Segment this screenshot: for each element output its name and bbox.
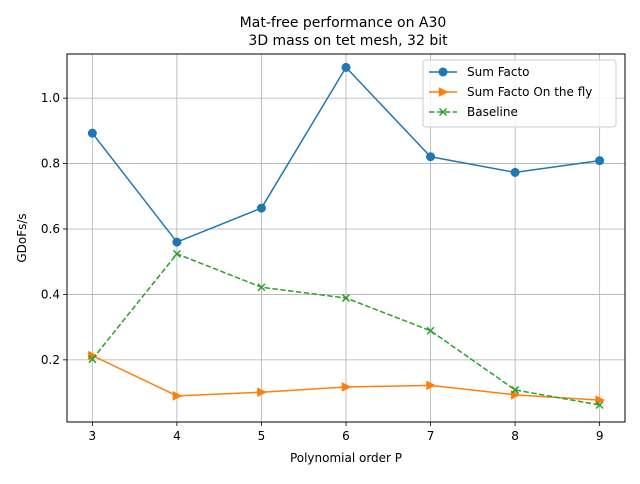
data-point [595,400,604,410]
legend-entry: Sum Facto [429,65,530,79]
x-tick-label: 7 [427,429,435,443]
marker-stroke [88,355,97,364]
y-tick-label: 0.8 [41,157,60,171]
legend-marker [438,107,448,117]
legend-marker [438,67,448,77]
series-group [87,62,606,410]
data-point [257,387,268,398]
x-tick-label: 9 [596,429,604,443]
x-tick-label: 8 [511,429,519,443]
data-point [511,385,520,394]
marker-stroke [511,385,520,394]
x-tick-label: 6 [342,429,350,443]
x-axis-label: Polynomial order P [290,451,402,465]
marker-stroke [172,249,181,258]
x-tick-label: 3 [89,429,97,443]
legend-entry: Baseline [429,105,518,119]
x-tick-label: 5 [258,429,266,443]
data-point [172,249,181,258]
data-point [87,128,97,138]
legend-label: Baseline [467,105,518,119]
data-point [257,283,266,292]
legend-marker [438,87,449,97]
marker-stroke [438,107,448,117]
series-baseline [88,249,604,410]
data-point [256,203,266,213]
marker-stroke [426,326,435,335]
series-sum-facto [87,62,605,247]
data-point [426,326,435,335]
data-point [426,152,436,162]
data-point [341,382,352,392]
y-tick-label: 0.4 [41,287,60,301]
legend-box [422,59,617,128]
legend-label: Sum Facto On the fly [467,85,592,99]
chart-subtitle: 3D mass on tet mesh, 32 bit [248,33,448,49]
marker-stroke [257,283,266,292]
y-axis-label: GDoFs/s [15,213,29,262]
legend: Sum Facto Sum Facto On the fly Baseline [422,59,617,128]
legend-entry: Sum Facto On the fly [429,85,592,99]
axis-ticks: 3 4 5 6 7 8 9 0.2 0.4 0.6 0.8 1.0 [41,91,604,443]
x-tick-label: 4 [173,429,181,443]
data-point [172,237,182,247]
y-tick-label: 1.0 [41,91,60,105]
marker-stroke [595,400,604,410]
y-tick-label: 0.2 [41,353,60,367]
data-point [88,355,97,364]
marker-stroke [341,293,351,303]
data-point [341,62,351,72]
data-point [172,390,183,401]
legend-label: Sum Facto [467,65,530,79]
y-tick-label: 0.6 [41,222,60,236]
data-point [341,293,351,303]
data-point [426,380,437,391]
chart-title: Mat-free performance on A30 [240,15,447,31]
data-point [510,167,520,177]
data-point [595,156,605,166]
